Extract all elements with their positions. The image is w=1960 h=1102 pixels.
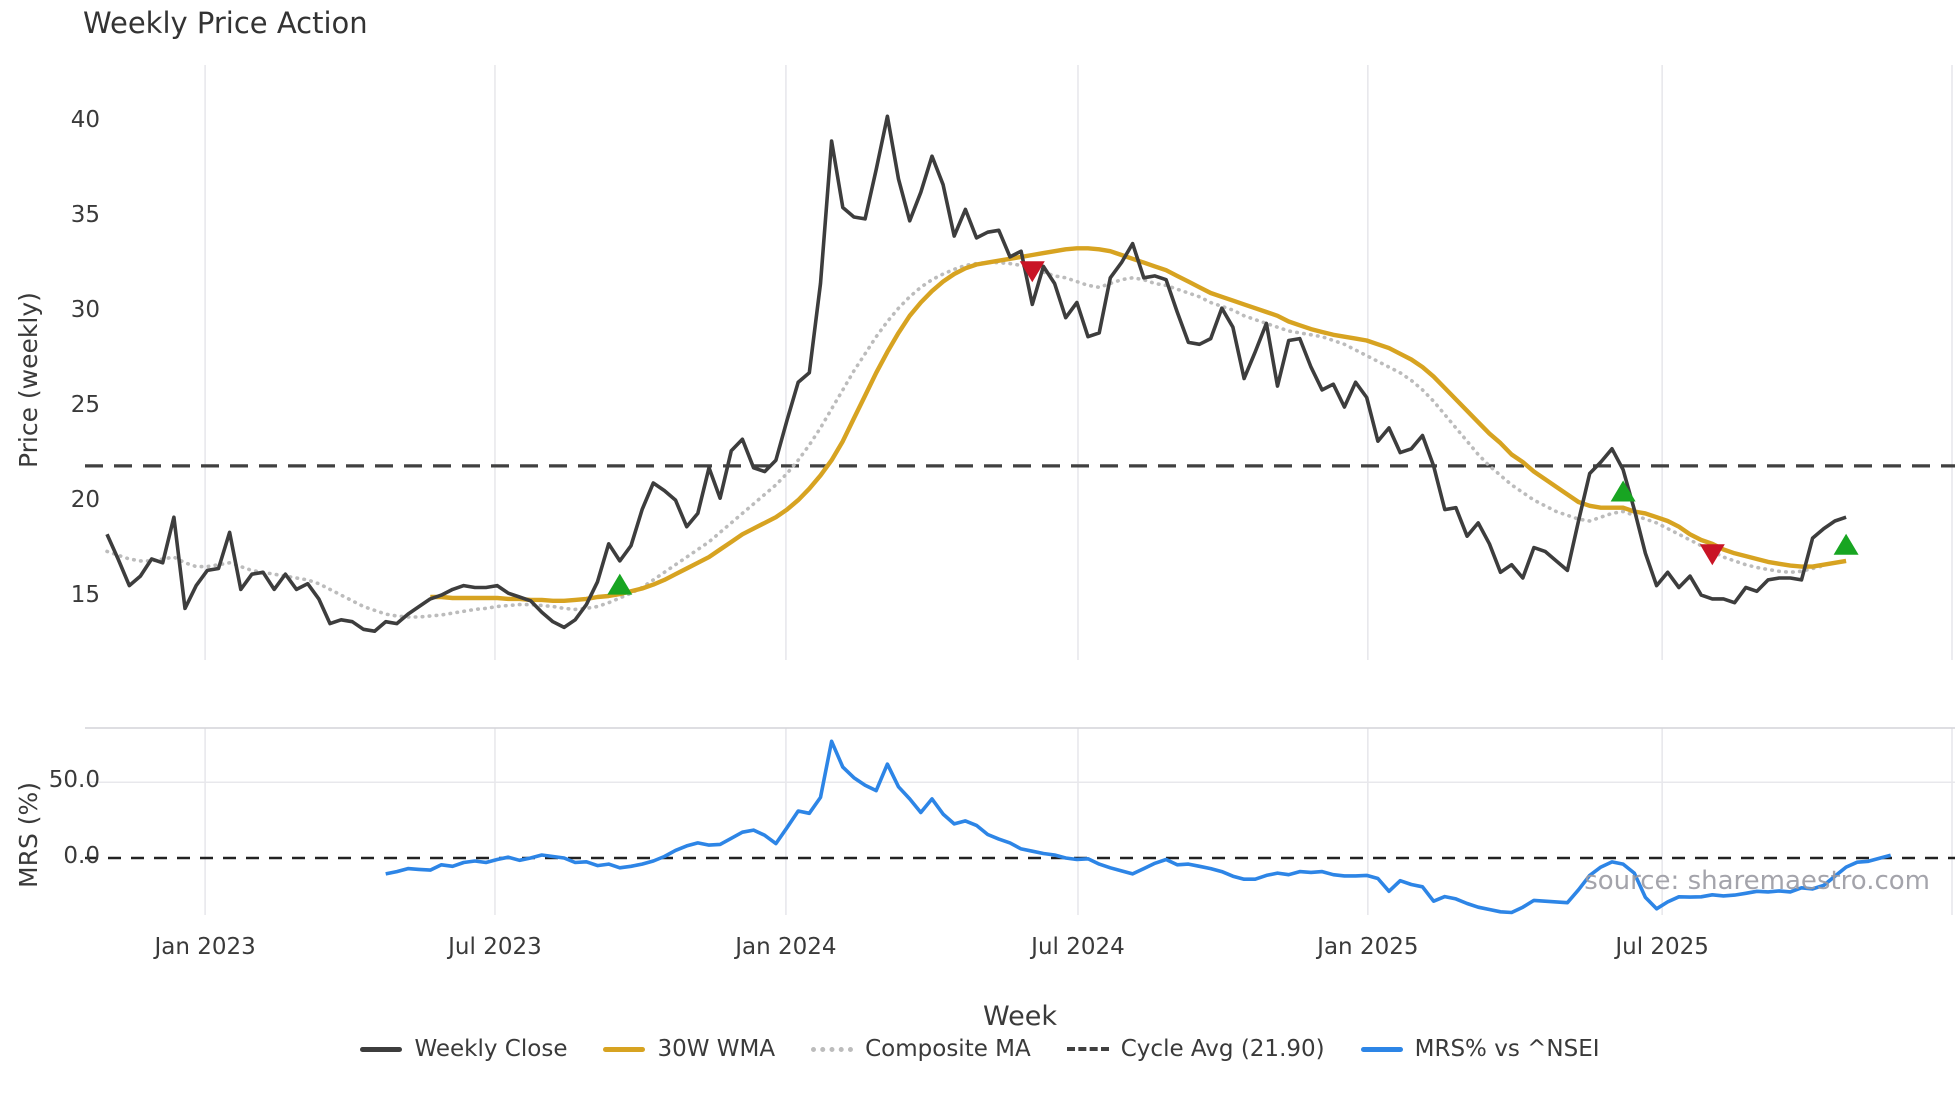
buy-marker-icon: [1833, 533, 1859, 555]
legend-item-cycle-avg: Cycle Avg (21.90): [1066, 1036, 1325, 1062]
x-tick-label: Jul 2025: [1615, 934, 1709, 960]
buy-marker-icon: [1610, 480, 1636, 502]
mrs-line: [385, 739, 1892, 915]
composite-ma-line: [105, 260, 1826, 619]
legend-item-30w-wma: 30W WMA: [603, 1036, 775, 1062]
weekly-close-line: [105, 114, 1847, 634]
sell-marker-icon: [1019, 261, 1045, 283]
cycle-avg-swatch-icon: [1066, 1047, 1109, 1051]
x-tick-label: Jul 2023: [448, 934, 542, 960]
mrs-swatch-icon: [1360, 1046, 1403, 1052]
x-tick-label: Jan 2024: [735, 934, 837, 960]
composite-swatch-icon: [811, 1046, 854, 1052]
legend-label: MRS% vs ^NSEI: [1414, 1036, 1600, 1062]
mrs-tick-label: 50.0: [48, 767, 100, 794]
weekly-close-swatch-icon: [360, 1046, 403, 1052]
wma-swatch-icon: [603, 1046, 646, 1052]
legend-item-composite-ma: Composite MA: [811, 1036, 1031, 1062]
legend-label: Weekly Close: [414, 1036, 568, 1062]
legend-item-mrs: MRS% vs ^NSEI: [1360, 1036, 1600, 1062]
x-tick-label: Jul 2024: [1031, 934, 1125, 960]
chart-legend: Weekly Close 30W WMA Composite MA Cycle …: [0, 1036, 1960, 1062]
price-tick-label: 30: [70, 297, 100, 323]
price-tick-label: 35: [70, 202, 100, 228]
price-tick-label: 25: [70, 392, 100, 418]
source-watermark: source: sharemaestro.com: [1584, 866, 1930, 896]
legend-label: 30W WMA: [657, 1036, 776, 1062]
x-axis-title: Week: [983, 1001, 1057, 1032]
price-tick-label: 15: [70, 582, 100, 608]
legend-label: Composite MA: [865, 1036, 1031, 1062]
buy-marker-icon: [607, 573, 633, 595]
sell-marker-icon: [1699, 544, 1725, 566]
legend-label: Cycle Avg (21.90): [1120, 1036, 1325, 1062]
x-tick-label: Jan 2023: [154, 934, 256, 960]
page-title: Weekly Price Action: [83, 6, 368, 40]
x-tick-label: Jan 2025: [1317, 934, 1419, 960]
price-tick-label: 40: [70, 107, 100, 133]
legend-item-weekly-close: Weekly Close: [360, 1036, 567, 1062]
mrs-axis-label: MRS (%): [14, 781, 43, 888]
price-tick-label: 20: [70, 487, 100, 513]
wma30-line: [430, 246, 1847, 603]
mrs-tick-label: 0.0: [63, 843, 100, 869]
